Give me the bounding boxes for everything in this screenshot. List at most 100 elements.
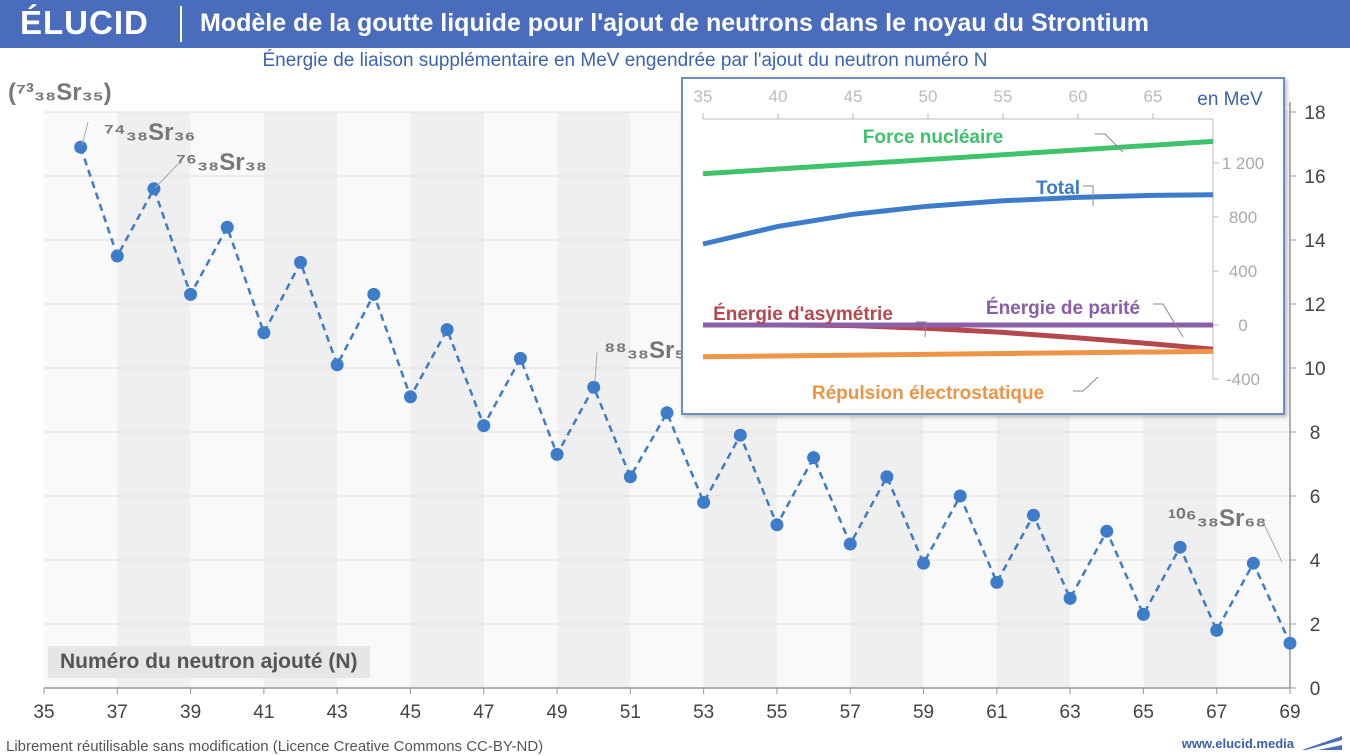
isotope-label: ⁸⁸₃₈Sr₅₀ (604, 337, 696, 364)
inset-chart: 35 40 45 50 55 60 65 en MeV -400 0 400 800 1 200 Forc… (681, 77, 1285, 415)
site-link[interactable]: www.elucid.media (1181, 736, 1294, 751)
x-tick-label: 53 (693, 702, 714, 723)
x-tick-label: 61 (986, 702, 1007, 723)
inset-x-tick-label: 50 (919, 87, 938, 106)
isotope-label: ⁷⁶₃₈Sr₃₈ (176, 149, 267, 176)
inset-y-tick-label: 800 (1229, 208, 1257, 227)
inset-x-tick-label: 55 (994, 87, 1013, 106)
isotope-label: ¹⁰⁶₃₈Sr₆₈ (1168, 505, 1266, 532)
data-point (550, 447, 564, 461)
y-tick-label: 4 (1310, 551, 1321, 572)
inset-x-tick-label: 60 (1069, 87, 1088, 106)
data-point (294, 255, 308, 269)
inset-y-tick-label: 400 (1229, 262, 1257, 281)
flag-icon (1302, 736, 1342, 750)
data-point (1173, 540, 1187, 554)
y-tick-label: 2 (1310, 615, 1321, 636)
isotope-label: ⁷⁴₃₈Sr₃₆ (104, 119, 195, 146)
inset-x-tick-label: 65 (1144, 87, 1163, 106)
inset-series-label: Total (1036, 178, 1080, 199)
brand-logo: ÉLUCID (20, 4, 149, 41)
inset-series-line (702, 348, 1214, 360)
x-tick-label: 41 (253, 702, 274, 723)
inset-unit-label: en MeV (1197, 89, 1263, 110)
y-tick-label: 0 (1310, 679, 1321, 700)
x-tick-label: 65 (1133, 702, 1154, 723)
data-point (257, 326, 271, 340)
data-point (880, 470, 894, 484)
data-point (587, 380, 601, 394)
x-tick-label: 69 (1279, 702, 1300, 723)
data-point (403, 390, 417, 404)
inset-y-tick-label: 0 (1238, 316, 1247, 335)
inset-series-line (702, 138, 1214, 177)
inset-x-tick-label: 35 (694, 87, 713, 106)
plot-band (557, 112, 631, 688)
y-tick-label: 12 (1304, 295, 1325, 316)
isotope-label: (⁷³₃₈Sr₃₅) (8, 79, 112, 106)
data-point (440, 323, 454, 337)
x-tick-label: 51 (620, 702, 641, 723)
y-tick-label: 10 (1304, 359, 1325, 380)
x-tick-label: 55 (766, 702, 787, 723)
x-tick-label: 37 (107, 702, 128, 723)
data-point (1026, 508, 1040, 522)
inset-label-leader (1095, 133, 1124, 153)
inset-label-leader (1083, 185, 1094, 206)
data-point (1136, 607, 1150, 621)
inset-y-tick-label: 1 200 (1222, 154, 1265, 173)
data-point (220, 220, 234, 234)
inset-series-label: Énergie d'asymétrie (713, 303, 893, 325)
inset-x-tick-label: 40 (769, 87, 788, 106)
inset-label-leader (916, 321, 927, 338)
data-point (1100, 524, 1114, 538)
inset-series-line (703, 322, 1214, 352)
x-tick-label: 63 (1060, 702, 1081, 723)
page-title: Modèle de la goutte liquide pour l'ajout… (200, 9, 1150, 37)
data-point (917, 556, 931, 570)
data-point (110, 249, 124, 263)
data-point (990, 575, 1004, 589)
y-tick-label: 6 (1310, 487, 1321, 508)
x-tick-label: 57 (840, 702, 861, 723)
x-tick-label: 35 (33, 702, 54, 723)
data-point (1210, 623, 1224, 637)
y-tick-label: 16 (1304, 167, 1325, 188)
inset-x-tick-label: 45 (844, 87, 863, 106)
data-point (1283, 636, 1297, 650)
x-tick-label: 59 (913, 702, 934, 723)
x-tick-label: 45 (400, 702, 421, 723)
inset-y-tick-label: -400 (1226, 370, 1260, 389)
inset-label-leader (1073, 376, 1099, 392)
x-tick-label: 39 (180, 702, 201, 723)
annotation-leader (594, 351, 598, 383)
inset-series-label: Énergie de parité (986, 297, 1140, 319)
series-line (79, 146, 1292, 644)
data-point (184, 287, 198, 301)
annotation-leader (1261, 519, 1283, 563)
logo-divider (180, 6, 182, 42)
data-point (697, 495, 711, 509)
data-point (807, 451, 821, 465)
data-point (770, 518, 784, 532)
data-point (1246, 556, 1260, 570)
inset-series-label: Force nucléaire (863, 127, 1003, 148)
plot-band (263, 112, 338, 688)
annotation-leader (154, 161, 181, 189)
y-tick-label: 14 (1304, 231, 1326, 252)
data-point (953, 489, 967, 503)
inset-series-line (702, 192, 1214, 247)
data-point (733, 428, 747, 442)
data-point (660, 406, 674, 420)
data-point (843, 537, 857, 551)
data-point (1063, 591, 1077, 605)
header-bar: ÉLUCID Modèle de la goutte liquide pour … (0, 0, 1350, 48)
data-point (367, 287, 381, 301)
license-note: Librement réutilisable sans modification… (6, 738, 544, 755)
x-tick-label: 67 (1206, 702, 1227, 723)
plot-band (117, 112, 191, 688)
data-point (477, 419, 491, 433)
x-axis-label: Numéro du neutron ajouté (N) (48, 646, 370, 678)
y-tick-label: 8 (1310, 423, 1321, 444)
plot-band (410, 112, 484, 688)
